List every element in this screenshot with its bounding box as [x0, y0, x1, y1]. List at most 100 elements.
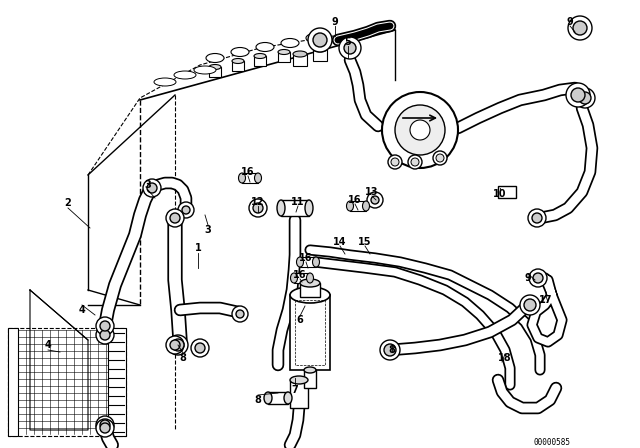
- Text: 16: 16: [293, 270, 307, 280]
- Ellipse shape: [206, 53, 224, 63]
- Circle shape: [170, 340, 180, 350]
- Bar: [294, 273, 310, 283]
- Bar: [290, 380, 308, 408]
- Circle shape: [380, 340, 400, 360]
- Circle shape: [96, 419, 114, 437]
- Bar: [498, 186, 516, 198]
- Text: 3: 3: [145, 180, 152, 190]
- Circle shape: [172, 339, 184, 351]
- Bar: [290, 295, 330, 370]
- Circle shape: [382, 92, 458, 168]
- Text: 16: 16: [300, 253, 313, 263]
- Circle shape: [253, 203, 263, 213]
- Ellipse shape: [307, 273, 314, 283]
- Text: 17: 17: [540, 295, 553, 305]
- Circle shape: [191, 339, 209, 357]
- Ellipse shape: [232, 59, 244, 64]
- Circle shape: [520, 295, 540, 315]
- Circle shape: [579, 92, 591, 104]
- Circle shape: [100, 423, 110, 433]
- Circle shape: [528, 209, 546, 227]
- Circle shape: [408, 155, 422, 169]
- Ellipse shape: [281, 39, 299, 47]
- Text: 16: 16: [241, 167, 255, 177]
- Bar: [278, 52, 290, 62]
- Circle shape: [143, 179, 161, 197]
- Text: 4: 4: [45, 340, 51, 350]
- Bar: [108, 328, 126, 436]
- Bar: [254, 56, 266, 66]
- Circle shape: [100, 321, 110, 331]
- Circle shape: [391, 158, 399, 166]
- Bar: [242, 173, 258, 183]
- Ellipse shape: [293, 51, 307, 57]
- Circle shape: [395, 105, 445, 155]
- Circle shape: [178, 202, 194, 218]
- Circle shape: [568, 16, 592, 40]
- Circle shape: [433, 151, 447, 165]
- Circle shape: [436, 154, 444, 162]
- Circle shape: [166, 209, 184, 227]
- Ellipse shape: [290, 287, 330, 303]
- Circle shape: [170, 213, 180, 223]
- Ellipse shape: [284, 392, 292, 404]
- Bar: [8, 328, 126, 436]
- Ellipse shape: [346, 201, 353, 211]
- Circle shape: [532, 213, 542, 223]
- Text: 7: 7: [292, 385, 298, 395]
- Text: 2: 2: [65, 198, 72, 208]
- Ellipse shape: [154, 78, 176, 86]
- Circle shape: [96, 326, 114, 344]
- Circle shape: [236, 310, 244, 318]
- Bar: [268, 392, 288, 404]
- Circle shape: [566, 83, 590, 107]
- Bar: [313, 49, 327, 61]
- Circle shape: [147, 183, 157, 193]
- Bar: [350, 201, 366, 211]
- Text: 8: 8: [388, 345, 396, 355]
- Ellipse shape: [194, 66, 216, 74]
- Bar: [8, 328, 18, 436]
- Bar: [304, 370, 316, 388]
- Circle shape: [195, 343, 205, 353]
- Circle shape: [533, 273, 543, 283]
- Ellipse shape: [231, 47, 249, 56]
- Circle shape: [344, 42, 356, 54]
- Bar: [300, 283, 320, 297]
- Bar: [293, 54, 307, 66]
- Text: 10: 10: [493, 189, 507, 199]
- Text: 16: 16: [348, 195, 362, 205]
- Ellipse shape: [209, 65, 221, 69]
- Circle shape: [308, 28, 332, 52]
- Circle shape: [371, 196, 379, 204]
- Circle shape: [168, 335, 188, 355]
- Ellipse shape: [239, 173, 246, 183]
- Ellipse shape: [300, 279, 320, 287]
- Bar: [281, 200, 309, 216]
- Ellipse shape: [174, 71, 196, 79]
- Ellipse shape: [254, 53, 266, 59]
- Ellipse shape: [306, 34, 324, 43]
- Ellipse shape: [296, 257, 303, 267]
- Circle shape: [182, 206, 190, 214]
- Text: 9: 9: [525, 273, 531, 283]
- Text: 13: 13: [365, 187, 379, 197]
- Ellipse shape: [255, 173, 262, 183]
- Text: 12: 12: [252, 197, 265, 207]
- Ellipse shape: [312, 257, 319, 267]
- Bar: [300, 257, 316, 267]
- Circle shape: [388, 155, 402, 169]
- Circle shape: [529, 269, 547, 287]
- Bar: [232, 61, 244, 71]
- Text: 11: 11: [291, 197, 305, 207]
- Ellipse shape: [264, 392, 272, 404]
- Ellipse shape: [305, 200, 313, 216]
- Circle shape: [249, 199, 267, 217]
- Bar: [295, 300, 325, 365]
- Ellipse shape: [313, 46, 327, 52]
- Text: 9: 9: [566, 17, 573, 27]
- Circle shape: [384, 344, 396, 356]
- Text: 8: 8: [180, 353, 186, 363]
- Circle shape: [166, 336, 184, 354]
- Circle shape: [339, 37, 361, 59]
